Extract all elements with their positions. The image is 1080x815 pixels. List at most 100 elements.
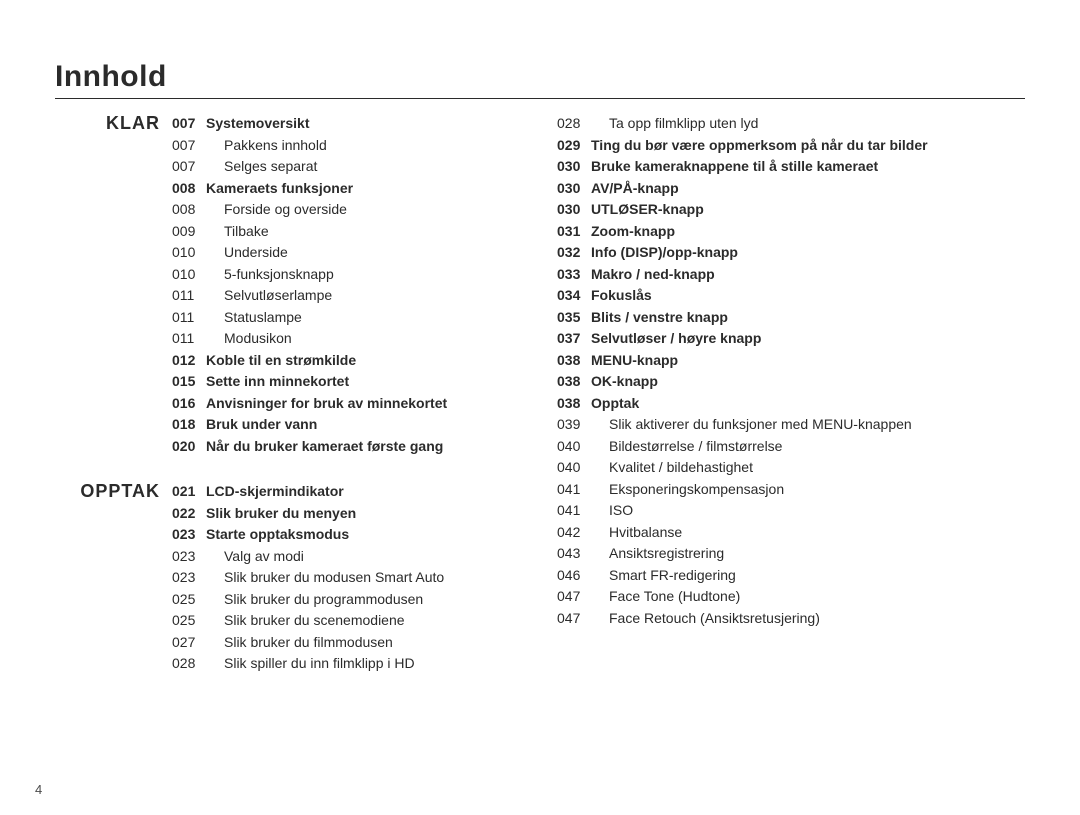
toc-section: 028Ta opp filmklipp uten lyd029Ting du b… xyxy=(545,113,1025,629)
toc-section: OPPTAK021LCD-skjermindikator022Slik bruk… xyxy=(55,481,545,675)
toc-text: Slik aktiverer du funksjoner med MENU-kn… xyxy=(591,414,938,436)
toc-row: 011Modusikon xyxy=(172,328,457,350)
toc-text: Fokuslås xyxy=(591,285,938,307)
toc-text: Bildestørrelse / filmstørrelse xyxy=(591,436,938,458)
toc-row: 039Slik aktiverer du funksjoner med MENU… xyxy=(557,414,938,436)
toc-row: 018Bruk under vann xyxy=(172,414,457,436)
toc-row: 007Pakkens innhold xyxy=(172,135,457,157)
right-column: 028Ta opp filmklipp uten lyd029Ting du b… xyxy=(545,113,1025,675)
toc-text: Slik bruker du menyen xyxy=(206,503,454,525)
toc-text: Slik bruker du filmmodusen xyxy=(206,632,454,654)
toc-page-number: 023 xyxy=(172,524,206,546)
toc-page: Innhold KLAR007Systemoversikt007Pakkens … xyxy=(0,0,1080,815)
toc-row: 015Sette inn minnekortet xyxy=(172,371,457,393)
toc-text: Selvutløser / høyre knapp xyxy=(591,328,938,350)
toc-row: 038OK-knapp xyxy=(557,371,938,393)
toc-row: 041Eksponeringskompensasjon xyxy=(557,479,938,501)
toc-page-number: 012 xyxy=(172,350,206,372)
toc-text: Slik bruker du scenemodiene xyxy=(206,610,454,632)
toc-text: Selvutløserlampe xyxy=(206,285,457,307)
toc-row: 041ISO xyxy=(557,500,938,522)
toc-text: Ta opp filmklipp uten lyd xyxy=(591,113,938,135)
toc-text: Kameraets funksjoner xyxy=(206,178,457,200)
toc-page-number: 035 xyxy=(557,307,591,329)
toc-text: Hvitbalanse xyxy=(591,522,938,544)
toc-text: Selges separat xyxy=(206,156,457,178)
toc-page-number: 037 xyxy=(557,328,591,350)
toc-page-number: 027 xyxy=(172,632,206,654)
toc-row: 047Face Tone (Hudtone) xyxy=(557,586,938,608)
toc-row: 009Tilbake xyxy=(172,221,457,243)
toc-row: 047Face Retouch (Ansiktsretusjering) xyxy=(557,608,938,630)
toc-row: 029Ting du bør være oppmerksom på når du… xyxy=(557,135,938,157)
toc-text: Bruk under vann xyxy=(206,414,457,436)
toc-row: 038Opptak xyxy=(557,393,938,415)
toc-row: 042Hvitbalanse xyxy=(557,522,938,544)
toc-page-number: 029 xyxy=(557,135,591,157)
toc-row: 007Systemoversikt xyxy=(172,113,457,135)
toc-text: Kvalitet / bildehastighet xyxy=(591,457,938,479)
toc-page-number: 007 xyxy=(172,135,206,157)
toc-text: Zoom-knapp xyxy=(591,221,938,243)
toc-row: 035Blits / venstre knapp xyxy=(557,307,938,329)
toc-text: Underside xyxy=(206,242,457,264)
toc-page-number: 022 xyxy=(172,503,206,525)
toc-text: Slik bruker du modusen Smart Auto xyxy=(206,567,454,589)
toc-row: 025Slik bruker du programmodusen xyxy=(172,589,454,611)
toc-row: 023Starte opptaksmodus xyxy=(172,524,454,546)
toc-page-number: 009 xyxy=(172,221,206,243)
page-title: Innhold xyxy=(55,60,1025,99)
entries: 021LCD-skjermindikator022Slik bruker du … xyxy=(172,481,454,675)
toc-text: Face Retouch (Ansiktsretusjering) xyxy=(591,608,938,630)
toc-page-number: 030 xyxy=(557,199,591,221)
toc-page-number: 011 xyxy=(172,307,206,329)
toc-text: Info (DISP)/opp-knapp xyxy=(591,242,938,264)
toc-page-number: 034 xyxy=(557,285,591,307)
toc-text: Slik spiller du inn filmklipp i HD xyxy=(206,653,454,675)
toc-page-number: 041 xyxy=(557,500,591,522)
toc-page-number: 007 xyxy=(172,156,206,178)
section-label: OPPTAK xyxy=(55,481,172,502)
toc-row: 043Ansiktsregistrering xyxy=(557,543,938,565)
toc-row: 038MENU-knapp xyxy=(557,350,938,372)
section-label: KLAR xyxy=(55,113,172,134)
toc-row: 020Når du bruker kameraet første gang xyxy=(172,436,457,458)
toc-row: 028Slik spiller du inn filmklipp i HD xyxy=(172,653,454,675)
toc-text: 5-funksjonsknapp xyxy=(206,264,457,286)
toc-text: Sette inn minnekortet xyxy=(206,371,457,393)
toc-row: 008Kameraets funksjoner xyxy=(172,178,457,200)
toc-text: Slik bruker du programmodusen xyxy=(206,589,454,611)
toc-row: 031Zoom-knapp xyxy=(557,221,938,243)
toc-page-number: 010 xyxy=(172,242,206,264)
toc-page-number: 047 xyxy=(557,586,591,608)
toc-text: Anvisninger for bruk av minnekortet xyxy=(206,393,457,415)
toc-text: Blits / venstre knapp xyxy=(591,307,938,329)
toc-text: AV/PÅ-knapp xyxy=(591,178,938,200)
toc-text: Pakkens innhold xyxy=(206,135,457,157)
toc-page-number: 043 xyxy=(557,543,591,565)
toc-text: Makro / ned-knapp xyxy=(591,264,938,286)
toc-row: 0105-funksjonsknapp xyxy=(172,264,457,286)
toc-page-number: 020 xyxy=(172,436,206,458)
toc-page-number: 008 xyxy=(172,199,206,221)
toc-row: 034Fokuslås xyxy=(557,285,938,307)
toc-text: ISO xyxy=(591,500,938,522)
toc-row: 037Selvutløser / høyre knapp xyxy=(557,328,938,350)
toc-row: 022Slik bruker du menyen xyxy=(172,503,454,525)
toc-page-number: 046 xyxy=(557,565,591,587)
toc-row: 040Bildestørrelse / filmstørrelse xyxy=(557,436,938,458)
toc-row: 030UTLØSER-knapp xyxy=(557,199,938,221)
toc-page-number: 015 xyxy=(172,371,206,393)
toc-page-number: 038 xyxy=(557,371,591,393)
toc-page-number: 030 xyxy=(557,156,591,178)
toc-row: 007Selges separat xyxy=(172,156,457,178)
toc-row: 008Forside og overside xyxy=(172,199,457,221)
toc-section: KLAR007Systemoversikt007Pakkens innhold0… xyxy=(55,113,545,457)
toc-page-number: 023 xyxy=(172,546,206,568)
toc-text: Ansiktsregistrering xyxy=(591,543,938,565)
toc-page-number: 047 xyxy=(557,608,591,630)
toc-text: Statuslampe xyxy=(206,307,457,329)
toc-text: OK-knapp xyxy=(591,371,938,393)
toc-text: UTLØSER-knapp xyxy=(591,199,938,221)
toc-text: Face Tone (Hudtone) xyxy=(591,586,938,608)
